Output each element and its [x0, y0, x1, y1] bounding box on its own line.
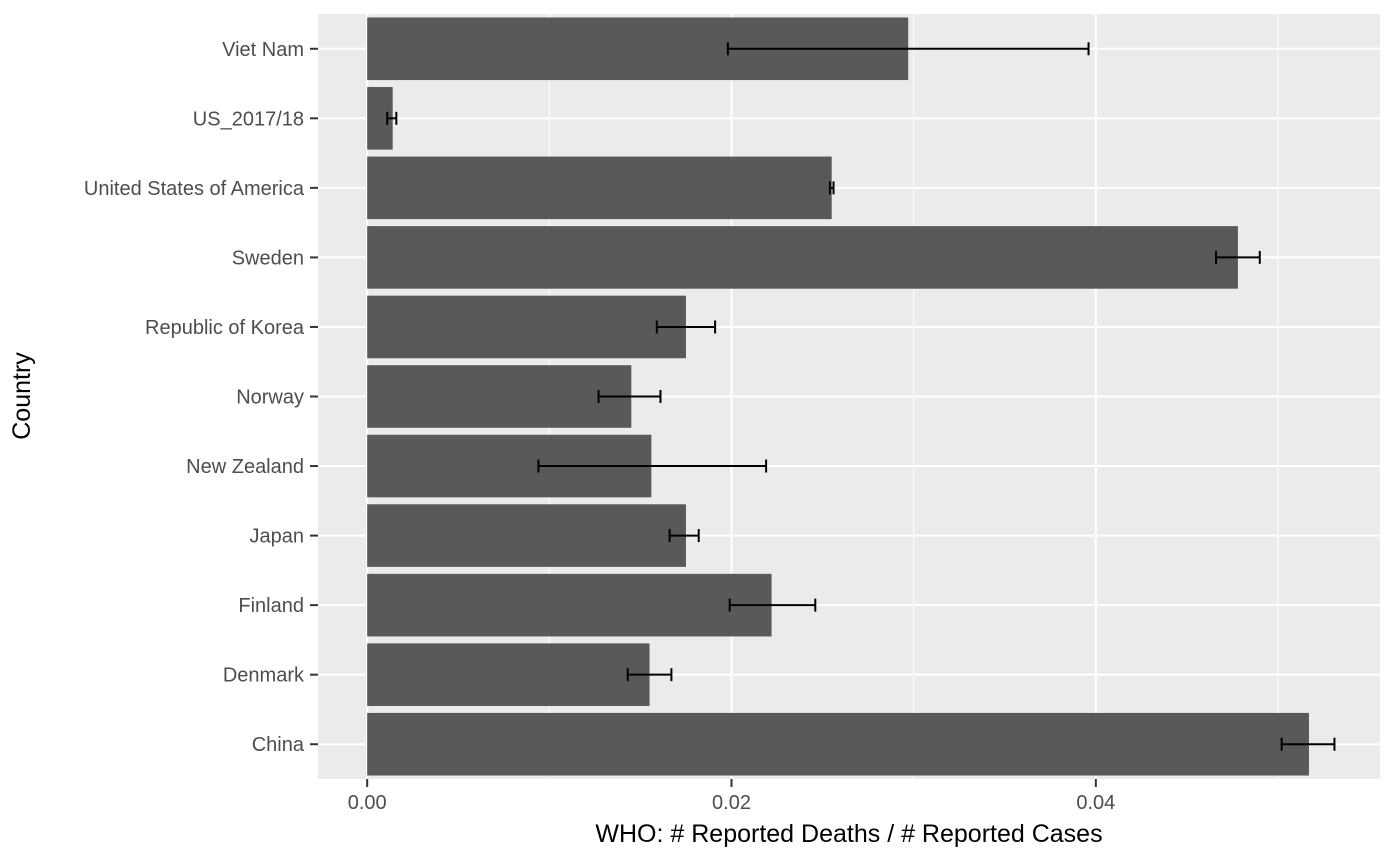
- bar: [367, 504, 686, 567]
- bar: [367, 573, 772, 637]
- x-tick-label: 0.04: [1076, 792, 1115, 814]
- y-tick-label: Finland: [238, 595, 304, 617]
- y-tick-label: Norway: [236, 387, 304, 409]
- y-tick-label: Sweden: [232, 247, 304, 269]
- x-axis: 0.00 0.02 0.04: [348, 779, 1115, 814]
- y-axis: Viet Nam US_2017/18 United States of Ameri…: [84, 39, 318, 756]
- x-axis-title: WHO: # Reported Deaths / # Reported Case…: [595, 820, 1102, 848]
- bar: [367, 712, 1309, 776]
- bar: [367, 365, 632, 428]
- y-tick-label: New Zealand: [186, 456, 304, 478]
- x-tick-label: 0.00: [348, 792, 387, 814]
- y-tick-label: China: [252, 734, 305, 756]
- bar: [367, 295, 686, 359]
- y-axis-title: Country: [8, 352, 36, 440]
- y-tick-label: Denmark: [223, 665, 305, 687]
- y-tick-label: United States of America: [84, 178, 305, 200]
- x-tick-label: 0.02: [712, 792, 751, 814]
- y-tick-label: Viet Nam: [222, 39, 304, 61]
- y-tick-label: US_2017/18: [193, 108, 304, 130]
- error-bars: [386, 42, 1336, 751]
- bar: [367, 226, 1238, 289]
- bars: [367, 17, 1309, 776]
- y-tick-label: Japan: [250, 526, 305, 548]
- bar: [367, 643, 650, 706]
- y-tick-label: Republic of Korea: [145, 317, 305, 339]
- bar: [367, 156, 832, 220]
